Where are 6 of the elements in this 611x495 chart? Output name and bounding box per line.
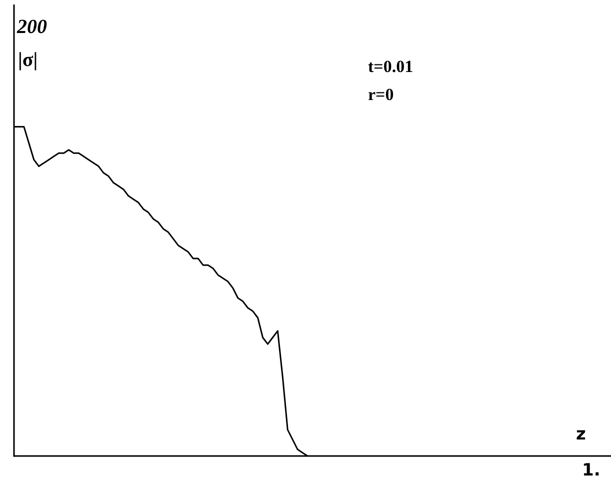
text: t=0.01 bbox=[368, 57, 414, 76]
text: 200 bbox=[16, 16, 47, 38]
x-axis-title: z bbox=[576, 424, 586, 444]
y-axis-title: |σ| bbox=[18, 49, 38, 71]
text: 1. bbox=[582, 460, 600, 480]
text: r=0 bbox=[368, 85, 394, 104]
